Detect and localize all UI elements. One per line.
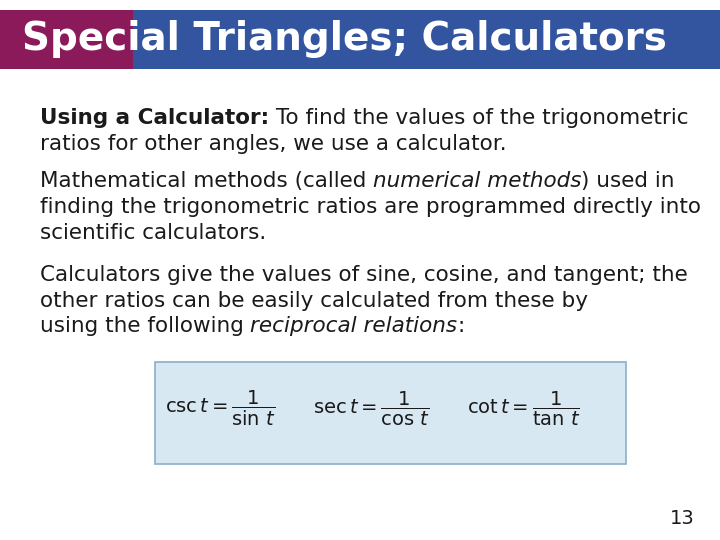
Text: :: :	[457, 316, 464, 336]
Text: $\mathrm{cot}\, t = \dfrac{1}{\tan\, t}$: $\mathrm{cot}\, t = \dfrac{1}{\tan\, t}$	[467, 390, 581, 428]
Text: Calculators give the values of sine, cosine, and tangent; the: Calculators give the values of sine, cos…	[40, 265, 688, 285]
Text: 13: 13	[670, 509, 695, 528]
Text: other ratios can be easily calculated from these by: other ratios can be easily calculated fr…	[40, 291, 588, 310]
Text: Mathematical methods (called: Mathematical methods (called	[40, 171, 373, 191]
Text: using the following: using the following	[40, 316, 251, 336]
FancyBboxPatch shape	[155, 362, 626, 464]
Text: finding the trigonometric ratios are programmed directly into: finding the trigonometric ratios are pro…	[40, 197, 701, 217]
Text: $\mathrm{sec}\, t = \dfrac{1}{\cos\, t}$: $\mathrm{sec}\, t = \dfrac{1}{\cos\, t}$	[313, 390, 431, 428]
Text: $\mathrm{csc}\, t = \dfrac{1}{\sin\, t}$: $\mathrm{csc}\, t = \dfrac{1}{\sin\, t}$	[166, 389, 276, 428]
Text: reciprocal relations: reciprocal relations	[251, 316, 457, 336]
Text: ) used in: ) used in	[581, 171, 675, 191]
Text: ratios for other angles, we use a calculator.: ratios for other angles, we use a calcul…	[40, 134, 506, 154]
Bar	[0, 10, 133, 69]
Text: numerical methods: numerical methods	[373, 171, 581, 191]
Bar	[133, 10, 720, 69]
Text: To find the values of the trigonometric: To find the values of the trigonometric	[269, 108, 688, 128]
Text: Special Triangles; Calculators: Special Triangles; Calculators	[22, 21, 667, 58]
Text: scientific calculators.: scientific calculators.	[40, 223, 266, 243]
Text: Using a Calculator:: Using a Calculator:	[40, 108, 269, 128]
